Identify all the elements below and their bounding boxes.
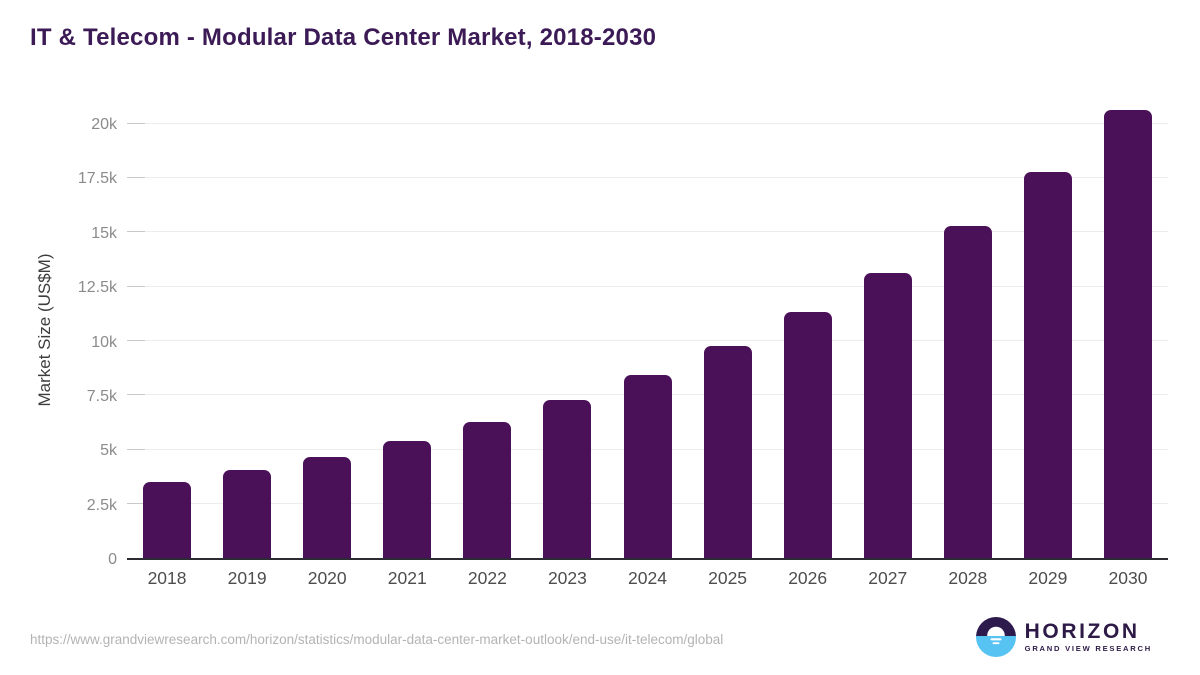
x-tick-label: 2019 (227, 568, 267, 588)
x-tick-label: 2030 (1108, 568, 1148, 588)
gridline (127, 231, 1168, 233)
x-slot: 2030 (1088, 568, 1168, 589)
plot-area: 2018 2019 2020 2021 2022 2023 2024 2025 2026 2027… (127, 100, 1168, 588)
y-tickmark (127, 122, 145, 124)
x-axis-labels: 2018 2019 2020 2021 2022 2023 2024 2025 2026 2027… (127, 568, 1168, 589)
x-slot: 2022 (447, 568, 527, 589)
logo-text: HORIZON GRAND VIEW RESEARCH (1024, 620, 1152, 654)
gridline (127, 340, 1168, 341)
x-tick-label: 2027 (868, 568, 908, 588)
bar-slot (207, 100, 287, 558)
x-slot: 2025 (688, 568, 768, 589)
gridline (127, 285, 1168, 287)
y-tick-label: 2.5k (86, 496, 117, 514)
x-tick-label: 2018 (147, 568, 187, 588)
gridline (127, 176, 1168, 178)
bar-slot (447, 100, 527, 558)
bar-chart: Market Size (US$M) 0 2.5k 5k 7.5k 10k 12.5k 15… (30, 100, 1168, 588)
bar-2020[interactable] (303, 457, 352, 558)
y-tickmark (127, 503, 145, 505)
source-url: https://www.grandviewresearch.com/horizo… (30, 632, 724, 647)
bar-2027[interactable] (863, 273, 912, 558)
y-axis-title: Market Size (US$M) (35, 253, 54, 407)
horizon-sun-over-water-icon (975, 617, 1016, 657)
horizon-logo: HORIZON GRAND VIEW RESEARCH (975, 617, 1152, 657)
bar-slot (928, 100, 1008, 558)
y-tick-label: 7.5k (86, 387, 117, 405)
page-title: IT & Telecom - Modular Data Center Marke… (30, 24, 657, 51)
bar-2026[interactable] (783, 312, 832, 558)
bar-2028[interactable] (943, 226, 992, 558)
y-tick-label: 17.5k (77, 170, 117, 188)
bar-slot (848, 100, 928, 558)
y-tick-label: 20k (91, 116, 117, 133)
bar-slot (127, 100, 207, 558)
y-tick-label: 15k (91, 224, 117, 242)
bar-2030[interactable] (1103, 110, 1152, 558)
y-tickmark (127, 448, 145, 450)
x-tick-label: 2028 (948, 568, 988, 588)
x-slot: 2023 (527, 568, 607, 589)
x-slot: 2019 (207, 568, 287, 589)
bar-slot (768, 100, 848, 558)
y-tick-label: 12.5k (77, 279, 117, 297)
bar-2022[interactable] (463, 422, 512, 558)
x-tick-label: 2025 (708, 568, 748, 588)
y-tickmark (127, 285, 145, 287)
x-slot: 2028 (928, 568, 1008, 589)
y-tick-label: 5k (100, 442, 117, 460)
y-tick-label: 10k (91, 333, 117, 351)
bar-slot (287, 100, 367, 558)
x-tick-label: 2024 (628, 568, 667, 588)
bar-slot (1088, 100, 1168, 558)
x-tick-label: 2029 (1028, 568, 1068, 588)
x-slot: 2018 (127, 568, 207, 589)
x-tick-label: 2026 (788, 568, 828, 588)
bar-slot (367, 100, 447, 558)
y-tickmark (127, 394, 145, 396)
gridline (127, 122, 1168, 124)
y-tickmark (127, 176, 145, 178)
x-tick-label: 2023 (547, 568, 587, 588)
y-tickmark (127, 340, 145, 341)
y-axis-title-col: Market Size (US$M) (30, 100, 60, 560)
bar-2025[interactable] (703, 346, 752, 558)
x-slot: 2021 (367, 568, 447, 589)
logo-subtitle: GRAND VIEW RESEARCH (1024, 644, 1152, 653)
x-tick-label: 2020 (307, 568, 347, 588)
x-slot: 2024 (607, 568, 687, 589)
bar-2021[interactable] (383, 441, 432, 558)
bar-2018[interactable] (143, 482, 192, 558)
y-axis-ticks: 0 2.5k 5k 7.5k 10k 12.5k 15k 17.5k 20k (60, 100, 127, 568)
logo-name: HORIZON (1024, 620, 1140, 643)
y-tickmark (127, 231, 145, 233)
bar-slot (1008, 100, 1088, 558)
bars-layer (127, 100, 1168, 558)
x-slot: 2020 (287, 568, 367, 589)
bar-2024[interactable] (623, 375, 672, 558)
x-slot: 2029 (1008, 568, 1088, 589)
x-slot: 2026 (768, 568, 848, 589)
y-tick-label: 0 (108, 551, 117, 568)
bar-2029[interactable] (1023, 172, 1072, 558)
bar-2023[interactable] (543, 400, 592, 558)
x-tick-label: 2022 (467, 568, 507, 588)
x-slot: 2027 (848, 568, 928, 589)
bar-slot (527, 100, 607, 558)
bar-slot (607, 100, 687, 558)
bar-slot (688, 100, 768, 558)
x-tick-label: 2021 (387, 568, 427, 588)
bar-2019[interactable] (223, 470, 272, 558)
